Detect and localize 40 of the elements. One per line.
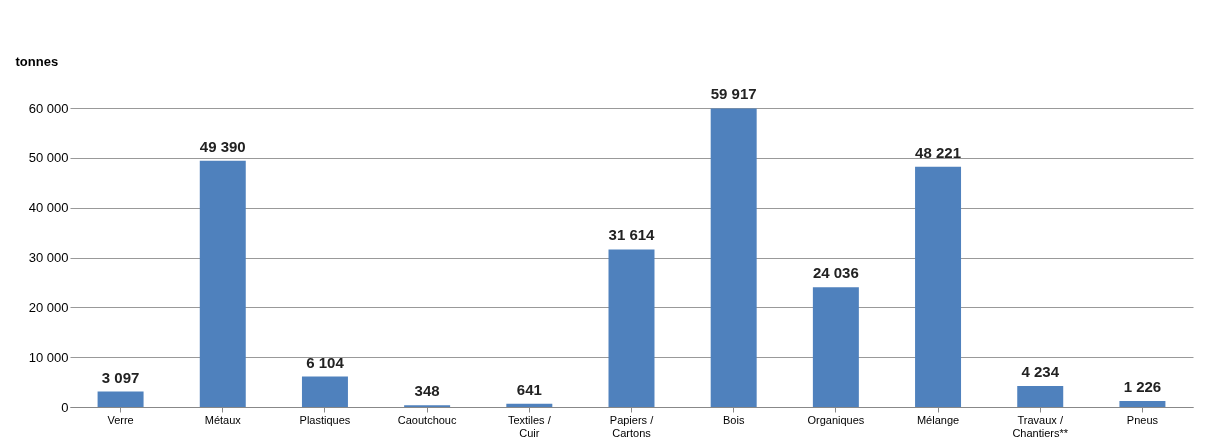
y-tick-label: 50 000: [28, 150, 69, 166]
y-tick-label: 10 000: [28, 349, 69, 365]
bar: [506, 403, 553, 407]
x-tick-label: Textiles / Cuir: [507, 413, 552, 439]
bar: [97, 391, 144, 407]
bar: [710, 108, 757, 407]
y-axis-title: tonnes: [15, 53, 59, 69]
bar: [812, 287, 859, 407]
x-tick-label: Papiers / Cartons: [609, 413, 655, 439]
x-tick-label: Travaux / Chantiers**: [1012, 413, 1069, 439]
data-label: 6 104: [306, 353, 345, 371]
x-tick-label: Bois: [722, 413, 745, 426]
x-tick-label: Plastiques: [299, 413, 351, 426]
x-tick-label: Pneus: [1126, 413, 1159, 426]
bar: [1017, 385, 1064, 407]
bar: [915, 166, 962, 407]
data-label: 31 614: [608, 226, 656, 244]
data-label: 48 221: [915, 143, 961, 161]
x-tick-label: Verre: [107, 413, 134, 426]
y-tick-label: 0: [61, 399, 69, 415]
bar: [608, 249, 655, 407]
data-label: 348: [414, 382, 440, 400]
y-tick-label: 40 000: [28, 200, 69, 216]
data-label: 641: [516, 380, 542, 398]
data-label: 59 917: [710, 85, 757, 103]
bar: [301, 376, 348, 407]
data-label: 3 097: [101, 368, 140, 386]
x-tick-label: Métaux: [204, 413, 242, 426]
data-label: 24 036: [812, 264, 859, 282]
data-label: 4 234: [1021, 362, 1060, 380]
data-label: 49 390: [199, 137, 246, 155]
y-tick-label: 20 000: [28, 299, 69, 315]
x-tick-label: Caoutchouc: [397, 413, 457, 426]
y-tick-label: 30 000: [28, 250, 69, 265]
x-tick-label: Mélange: [916, 413, 960, 426]
bar: [199, 160, 246, 407]
y-tick-label: 60 000: [28, 100, 69, 116]
data-label: 1 226: [1123, 377, 1162, 395]
x-tick-label: Organiques: [807, 413, 865, 426]
bar: [1119, 400, 1166, 407]
